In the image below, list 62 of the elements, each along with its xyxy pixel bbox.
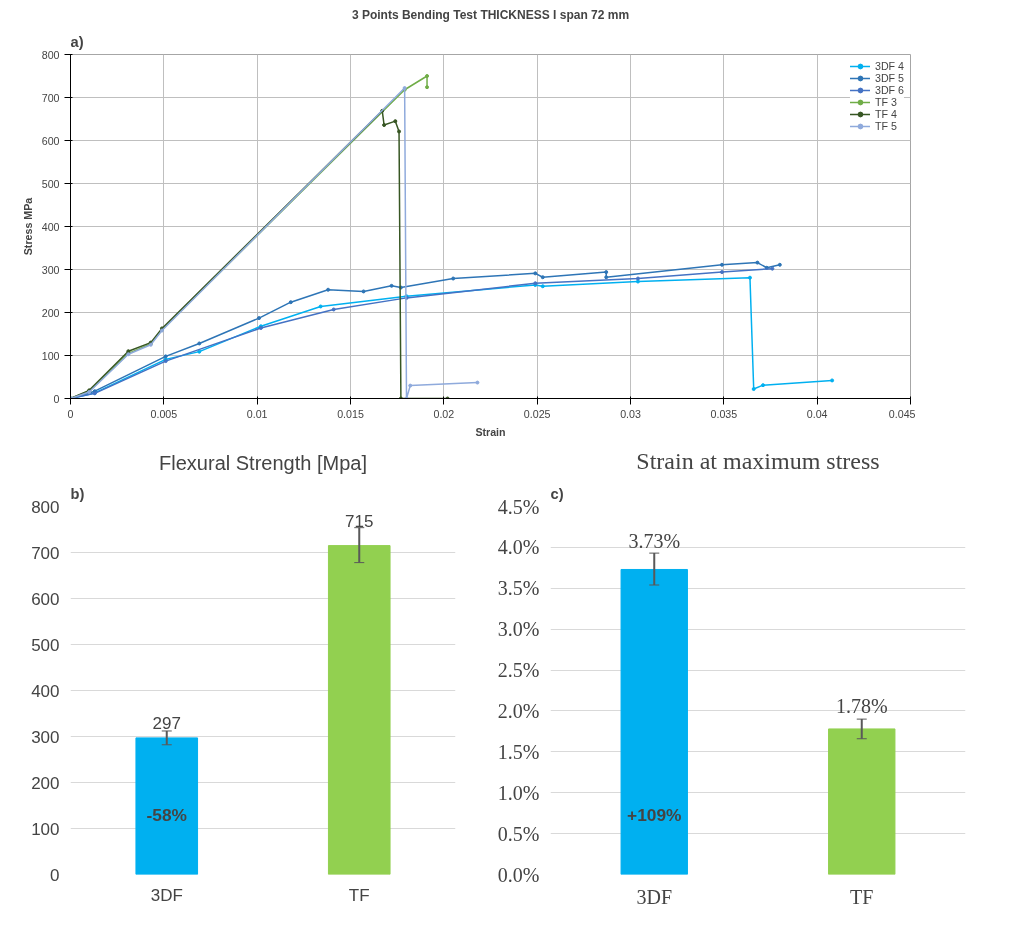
legend-label: 3DF 4 [874, 60, 904, 72]
x-tick-label: 0.045 [888, 407, 916, 420]
y-tick-label: 0.5% [497, 822, 540, 845]
text: b) [70, 485, 85, 502]
y-tick-label: 4.5% [497, 495, 540, 518]
y-tick-label: 3.5% [497, 577, 540, 600]
x-tick-label: TF [348, 885, 370, 905]
y-tick-label: 600 [31, 589, 60, 609]
chart-title: Flexural Strength [Mpa] [159, 451, 367, 474]
chart-title: Strain at maximum stress [636, 447, 880, 474]
x-tick-label: 0.02 [433, 407, 455, 420]
y-tick-label: 500 [41, 177, 60, 190]
y-tick-label: 400 [41, 220, 60, 233]
y-tick-label: 3.0% [497, 618, 540, 641]
y-tick-label: 500 [31, 635, 60, 655]
y-tick-label: 200 [31, 773, 60, 793]
y-tick-label: 300 [41, 263, 60, 276]
y-tick-label: 4.0% [497, 536, 540, 559]
x-tick-label: 3DF [150, 885, 183, 905]
legend-label: TF 4 [874, 108, 897, 120]
y-tick-label: 100 [41, 349, 60, 362]
y-tick-label: 0 [53, 392, 60, 405]
y-tick-label: 700 [41, 91, 60, 104]
y-tick-label: 200 [41, 306, 60, 319]
y-tick-label: 600 [41, 134, 60, 147]
x-tick-label: 0 [67, 407, 74, 420]
annotation: +109% [627, 804, 682, 825]
legend-label: TF 3 [874, 96, 897, 108]
legend-label: 3DF 5 [874, 72, 904, 84]
annotation: -58% [146, 804, 187, 825]
y-tick-label: 800 [31, 497, 60, 517]
data-label: 3.73% [628, 529, 681, 552]
y-tick-label: 1.5% [497, 740, 540, 763]
x-tick-label: 3DF [636, 885, 673, 908]
y-tick-label: 100 [31, 819, 60, 839]
x-axis-title: Strain [475, 425, 506, 438]
y-axis-title: Stress MPa [21, 197, 34, 256]
y-tick-label: 2.5% [497, 659, 540, 682]
data-label: 715 [345, 511, 374, 531]
x-tick-label: 0.015 [337, 407, 364, 420]
x-tick-label: TF [850, 885, 874, 908]
y-tick-label: 700 [31, 543, 60, 563]
text: a) [70, 33, 84, 50]
x-tick-label: 0.03 [620, 407, 641, 420]
legend-label: 3DF 6 [874, 84, 904, 96]
y-tick-label: 0.0% [497, 863, 540, 886]
text: c) [550, 485, 564, 502]
x-tick-label: 0.025 [523, 407, 551, 420]
data-label: 297 [152, 713, 181, 733]
y-tick-label: 0 [50, 865, 60, 885]
y-tick-label: 400 [31, 681, 60, 701]
chart-title: 3 Points Bending Test THICKNESS I span 72 mm [351, 7, 630, 22]
x-tick-label: 0.035 [710, 407, 738, 420]
x-tick-label: 0.04 [806, 407, 828, 420]
y-tick-label: 2.0% [497, 699, 540, 722]
data-label: 1.78% [835, 695, 888, 718]
y-tick-label: 800 [41, 48, 60, 61]
y-tick-label: 300 [31, 727, 60, 747]
y-tick-label: 1.0% [497, 781, 540, 804]
x-tick-label: 0.01 [246, 407, 268, 420]
legend-label: TF 5 [874, 120, 897, 132]
x-tick-label: 0.005 [150, 407, 178, 420]
